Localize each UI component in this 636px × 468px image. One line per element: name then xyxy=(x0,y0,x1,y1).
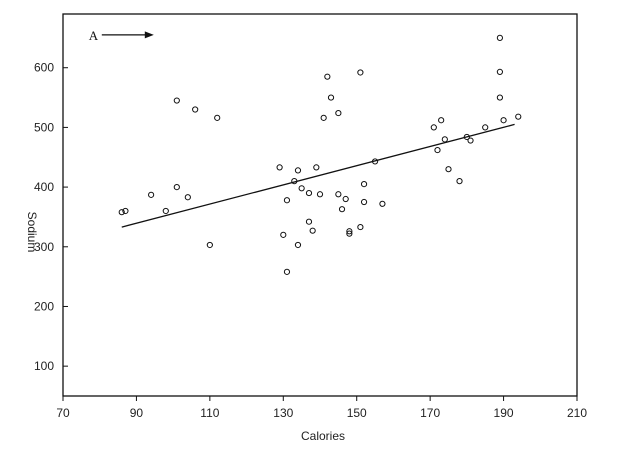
x-tick-label: 150 xyxy=(347,406,367,420)
x-tick-label: 170 xyxy=(420,406,440,420)
data-point xyxy=(335,191,342,198)
x-tick-label: 110 xyxy=(200,406,219,420)
data-point xyxy=(335,109,342,117)
data-point xyxy=(360,198,368,206)
data-point xyxy=(346,228,353,235)
y-tick-label: 100 xyxy=(34,359,54,373)
data-point xyxy=(357,223,364,231)
data-point xyxy=(214,114,221,121)
data-point xyxy=(515,113,522,120)
data-point xyxy=(441,136,448,143)
data-point xyxy=(309,227,316,234)
data-point xyxy=(291,178,298,185)
data-point xyxy=(445,166,452,173)
data-point xyxy=(379,200,386,207)
data-point xyxy=(327,94,335,101)
data-point xyxy=(280,231,287,238)
data-point xyxy=(500,117,507,124)
x-axis: 70 90 110 130 150 170 190 210 xyxy=(56,396,587,420)
x-axis-title: Calories xyxy=(301,429,345,443)
data-point xyxy=(357,69,364,76)
data-point xyxy=(173,183,180,191)
data-point xyxy=(283,268,291,275)
data-point xyxy=(434,146,441,154)
plot-frame xyxy=(62,13,578,397)
data-points xyxy=(118,34,522,275)
x-tick-label: 190 xyxy=(494,406,514,420)
regression-line xyxy=(121,123,515,228)
data-point xyxy=(162,207,169,215)
data-point xyxy=(294,241,302,249)
annotations: A xyxy=(89,28,154,43)
data-point xyxy=(496,94,503,101)
data-point xyxy=(320,114,327,121)
data-point xyxy=(467,137,474,144)
annotation-label: A xyxy=(89,28,99,43)
data-point xyxy=(305,218,313,225)
x-tick-label: 70 xyxy=(56,406,70,420)
y-tick-label: 400 xyxy=(34,180,54,194)
data-point xyxy=(430,124,437,131)
data-point xyxy=(496,34,503,41)
data-point xyxy=(338,206,346,213)
data-point xyxy=(298,185,305,192)
data-point xyxy=(316,191,324,198)
y-axis-title: Sodium xyxy=(25,212,39,253)
data-point xyxy=(192,106,199,113)
data-point xyxy=(118,209,125,216)
data-point xyxy=(305,189,313,197)
data-point xyxy=(324,73,331,80)
data-point xyxy=(371,158,379,165)
data-point xyxy=(496,68,503,75)
x-tick-label: 90 xyxy=(130,406,144,420)
y-tick-label: 600 xyxy=(34,61,54,75)
data-point xyxy=(456,178,463,185)
data-point xyxy=(313,164,320,171)
data-point xyxy=(184,194,191,201)
data-point xyxy=(283,197,291,204)
data-point xyxy=(173,97,180,104)
x-tick-label: 210 xyxy=(567,406,587,420)
y-tick-label: 300 xyxy=(34,240,54,254)
data-point xyxy=(276,164,283,171)
y-tick-label: 200 xyxy=(34,299,54,313)
data-point xyxy=(360,181,368,188)
data-point xyxy=(463,133,470,141)
data-point xyxy=(342,195,349,203)
data-point xyxy=(346,230,353,237)
data-point xyxy=(482,124,489,131)
x-tick-label: 130 xyxy=(273,406,293,420)
data-point xyxy=(206,241,213,249)
arrowhead-icon xyxy=(144,31,154,39)
data-point xyxy=(122,207,129,215)
y-axis: 100 200 300 400 500 600 xyxy=(34,61,68,373)
regression-line-group xyxy=(121,123,515,228)
data-point xyxy=(438,117,445,124)
y-tick-label: 500 xyxy=(34,120,54,134)
data-point xyxy=(148,191,155,198)
data-point xyxy=(294,167,302,174)
